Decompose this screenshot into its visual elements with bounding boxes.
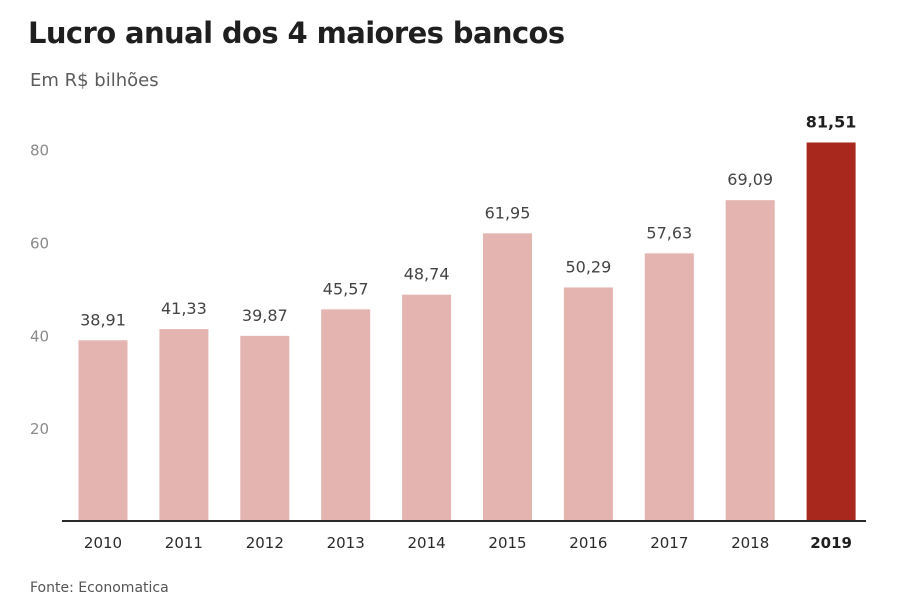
x-tick-label-2013: 2013: [327, 534, 365, 552]
x-tick-label-2010: 2010: [84, 534, 122, 552]
bar-2018: [725, 200, 775, 521]
y-tick-label: 20: [30, 420, 49, 438]
bar-2017: [644, 253, 694, 521]
y-tick-label: 60: [30, 234, 49, 252]
x-tick-label-2014: 2014: [408, 534, 446, 552]
chart-subtitle: Em R$ bilhões: [30, 70, 159, 91]
bar-2015: [483, 233, 532, 521]
value-label-2012: 39,87: [242, 306, 288, 325]
value-label-2010: 38,91: [80, 310, 126, 329]
x-tick-label-2018: 2018: [731, 534, 769, 552]
bar-2014: [402, 294, 452, 521]
bar-2011: [159, 329, 209, 521]
value-label-2019: 81,51: [806, 112, 857, 131]
x-tick-label-2016: 2016: [569, 534, 607, 552]
bar-2019: [806, 142, 856, 522]
value-label-2011: 41,33: [161, 299, 207, 318]
value-label-2017: 57,63: [646, 223, 692, 242]
value-label-2016: 50,29: [565, 257, 611, 276]
y-tick-label: 80: [30, 142, 49, 160]
value-label-2013: 45,57: [323, 279, 369, 298]
x-tick-label-2015: 2015: [488, 534, 526, 552]
x-tick-label-2011: 2011: [165, 534, 203, 552]
x-tick-label-2017: 2017: [650, 534, 688, 552]
x-tick-label-2019: 2019: [810, 534, 852, 552]
value-label-2018: 69,09: [727, 170, 773, 189]
source-note: Fonte: Economatica: [30, 580, 169, 596]
bar-2016: [563, 287, 613, 521]
chart-title: Lucro anual dos 4 maiores bancos: [28, 16, 565, 50]
x-tick-label-2012: 2012: [246, 534, 284, 552]
value-label-2015: 61,95: [485, 203, 531, 222]
bar-2012: [240, 335, 290, 521]
bar-2013: [321, 309, 371, 521]
value-label-2014: 48,74: [404, 265, 450, 284]
bar-2010: [78, 340, 128, 521]
y-tick-label: 40: [30, 327, 49, 345]
